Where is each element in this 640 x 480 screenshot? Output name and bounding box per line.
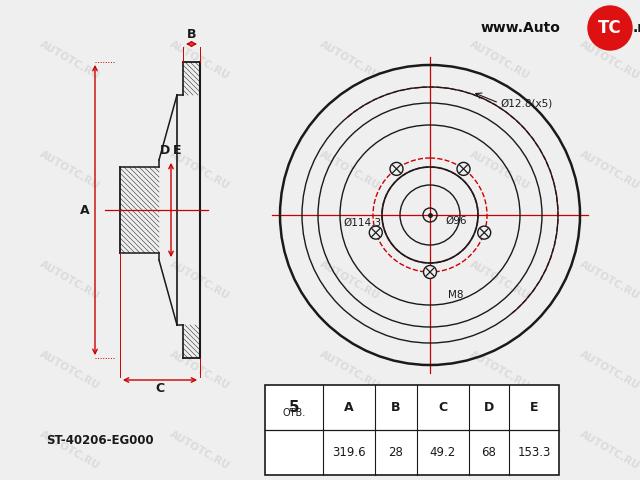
Text: AUTOTC.RU: AUTOTC.RU [579,429,640,471]
Text: AUTOTC.RU: AUTOTC.RU [318,149,381,191]
Text: AUTOTC.RU: AUTOTC.RU [318,259,381,301]
Text: Ø96: Ø96 [445,216,467,226]
Text: AUTOTC.RU: AUTOTC.RU [468,149,532,191]
Text: B: B [187,28,196,41]
Text: AUTOTC.RU: AUTOTC.RU [579,349,640,391]
Text: AUTOTC.RU: AUTOTC.RU [168,349,232,391]
Circle shape [477,226,491,239]
Text: AUTOTC.RU: AUTOTC.RU [318,349,381,391]
Text: Ø114.3: Ø114.3 [343,218,381,228]
Text: AUTOTC.RU: AUTOTC.RU [318,39,381,81]
Text: AUTOTC.RU: AUTOTC.RU [38,349,102,391]
Text: E: E [173,144,181,156]
Circle shape [369,226,382,239]
Text: B: B [391,401,401,414]
Text: M8: M8 [448,290,463,300]
Text: D: D [160,144,170,156]
Text: A: A [80,204,90,216]
Text: AUTOTC.RU: AUTOTC.RU [579,259,640,301]
Text: AUTOTC.RU: AUTOTC.RU [579,149,640,191]
Text: AUTOTC.RU: AUTOTC.RU [38,149,102,191]
Circle shape [588,6,632,50]
Text: D: D [484,401,494,414]
Text: 68: 68 [481,446,497,459]
Circle shape [390,162,403,175]
Text: AUTOTC.RU: AUTOTC.RU [38,429,102,471]
Text: AUTOTC.RU: AUTOTC.RU [468,39,532,81]
Text: .ru: .ru [633,21,640,35]
Text: AUTOTC.RU: AUTOTC.RU [168,149,232,191]
Text: www.Auto: www.Auto [480,21,560,35]
Text: C: C [438,401,447,414]
Text: AUTOTC.RU: AUTOTC.RU [468,349,532,391]
Text: AUTOTC.RU: AUTOTC.RU [38,259,102,301]
Text: 319.6: 319.6 [332,446,366,459]
Bar [265,385,559,475]
Circle shape [457,162,470,175]
Text: ST-40206-EG000: ST-40206-EG000 [46,433,154,446]
Text: 28: 28 [388,446,403,459]
Text: A: A [344,401,354,414]
Text: C: C [156,383,164,396]
Text: AUTOTC.RU: AUTOTC.RU [168,259,232,301]
Text: AUTOTC.RU: AUTOTC.RU [579,39,640,81]
Text: ОТВ.: ОТВ. [282,408,306,418]
Text: AUTOTC.RU: AUTOTC.RU [318,429,381,471]
Text: E: E [530,401,538,414]
Text: 153.3: 153.3 [517,446,550,459]
Text: Ø12.8(x5): Ø12.8(x5) [500,98,552,108]
Text: AUTOTC.RU: AUTOTC.RU [38,39,102,81]
Text: 5: 5 [289,400,300,415]
Text: AUTOTC.RU: AUTOTC.RU [168,39,232,81]
Text: 49.2: 49.2 [430,446,456,459]
Circle shape [424,265,436,278]
Text: TC: TC [598,19,622,37]
Text: AUTOTC.RU: AUTOTC.RU [168,429,232,471]
Text: AUTOTC.RU: AUTOTC.RU [468,259,532,301]
Text: AUTOTC.RU: AUTOTC.RU [468,429,532,471]
